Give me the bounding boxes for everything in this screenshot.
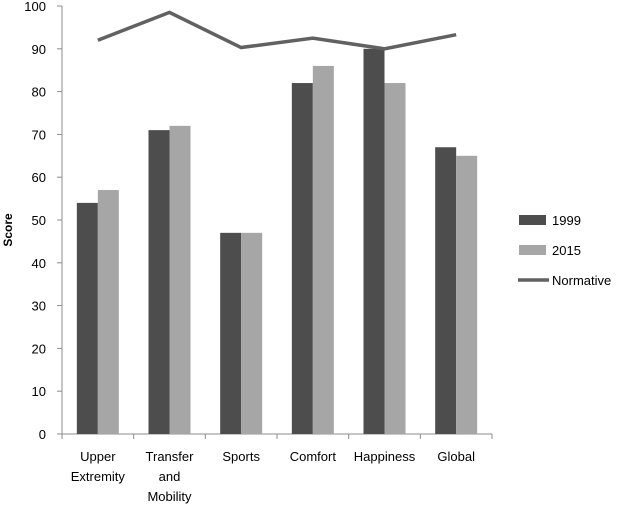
x-category-label: Transfer and Mobility: [146, 449, 195, 504]
bar-1999: [435, 147, 457, 435]
y-tick-label: 70: [32, 127, 46, 142]
bars: [76, 48, 478, 435]
bar-2015: [241, 232, 263, 434]
y-tick-label: 20: [32, 341, 46, 356]
legend-swatch-1999: [519, 215, 546, 225]
legend-swatch-2015: [519, 245, 546, 255]
bar-2015: [97, 190, 119, 434]
x-category-label: Global: [437, 449, 475, 464]
y-tick-label: 0: [39, 427, 46, 442]
axes: [61, 6, 493, 439]
bar-1999: [220, 232, 242, 434]
y-tick-label: 50: [32, 213, 46, 228]
legend-label: 2015: [552, 243, 581, 258]
x-category-label: Sports: [222, 449, 260, 464]
y-tick-label: 40: [32, 256, 46, 271]
line-normative: [97, 10, 457, 51]
y-tick-label: 10: [32, 384, 46, 399]
x-category-label: Comfort: [290, 449, 337, 464]
y-axis-title: Score: [1, 213, 15, 247]
y-tick-label: 100: [24, 0, 46, 14]
bar-2015: [384, 83, 406, 434]
bar-1999: [363, 48, 385, 435]
bar-2015: [456, 155, 478, 435]
legend: 1999 2015 Normative: [518, 213, 611, 288]
normative-line: [97, 10, 457, 51]
y-tick-label: 90: [32, 42, 46, 57]
bar-1999: [148, 130, 170, 434]
y-tick-label: 60: [32, 170, 46, 185]
y-axis-ticks: 0 10 20 30 40 50 60 70 80 90 100: [24, 0, 62, 442]
bar-1999: [76, 202, 98, 434]
bar-2015: [312, 65, 334, 435]
bar-1999: [291, 83, 313, 434]
x-axis-category-labels: Upper Extremity Transfer and Mobility Sports C…: [71, 449, 475, 504]
legend-label: Normative: [552, 273, 611, 288]
x-category-label: Happiness: [354, 449, 416, 464]
y-tick-label: 80: [32, 85, 46, 100]
legend-label: 1999: [552, 213, 581, 228]
bar-2015: [169, 125, 191, 434]
x-category-label: Upper Extremity: [71, 449, 126, 484]
y-tick-label: 30: [32, 299, 46, 314]
